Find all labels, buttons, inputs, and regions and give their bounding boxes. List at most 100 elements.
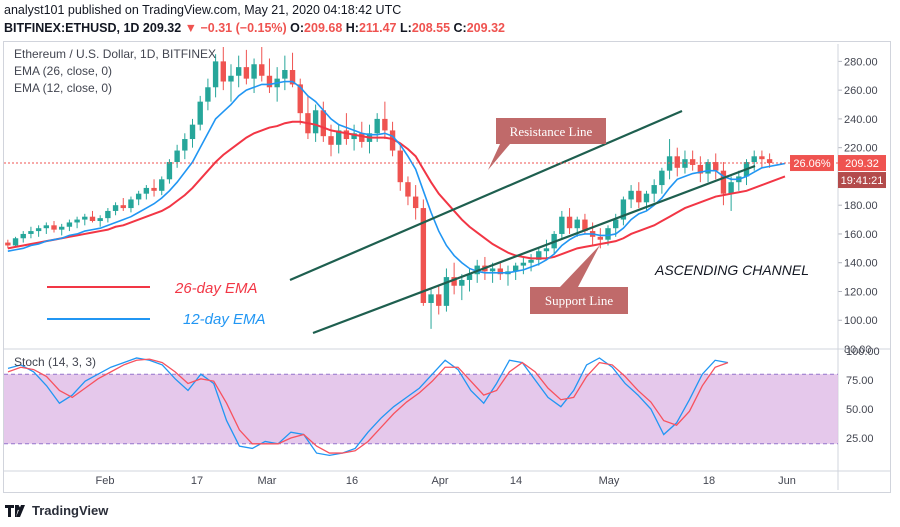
publish-info: analyst101 published on TradingView.com,… xyxy=(4,3,402,17)
candle-body xyxy=(343,130,350,140)
candle-body xyxy=(120,205,126,209)
candle-body xyxy=(443,277,450,306)
candle-body xyxy=(35,228,42,232)
low-label: L: xyxy=(400,21,412,35)
price-axis-tick: 260.00 xyxy=(844,85,878,97)
candle-body xyxy=(20,233,26,239)
candle-body xyxy=(82,216,88,220)
chart-frame xyxy=(3,41,891,493)
time-axis-tick: 18 xyxy=(703,475,715,487)
candle-body xyxy=(105,210,111,219)
last-price: 209.32 xyxy=(142,21,182,35)
candle-body xyxy=(766,159,773,164)
candle-body xyxy=(728,182,734,194)
candle-body xyxy=(151,187,157,191)
time-axis-tick: Apr xyxy=(431,475,448,487)
ema26-key-label: 26-day EMA xyxy=(174,280,258,297)
stoch-d-line xyxy=(7,358,729,454)
candle-body xyxy=(374,118,380,134)
price-axis-tick: 220.00 xyxy=(844,143,878,155)
candle-body xyxy=(112,205,119,211)
candle-body xyxy=(289,70,296,85)
low-value: 208.55 xyxy=(411,21,451,35)
price-axis-tick: 100.00 xyxy=(844,315,878,327)
price-tag-text: 209.32 xyxy=(845,158,879,170)
stoch-legend: Stoch (14, 3, 3) xyxy=(14,355,97,369)
time-axis-tick: May xyxy=(599,475,620,487)
stoch-axis-tick: 25.00 xyxy=(846,433,874,445)
ema12-legend: EMA (12, close, 0) xyxy=(14,81,113,95)
candle-body xyxy=(389,130,396,151)
time-axis-tick: 14 xyxy=(510,475,522,487)
price-axis-tick: 140.00 xyxy=(844,258,878,270)
candle-body xyxy=(135,193,142,200)
candle-body xyxy=(43,225,50,229)
ema26-legend: EMA (26, close, 0) xyxy=(14,64,113,78)
candle-body xyxy=(97,218,103,222)
chart-title: Ethereum / U.S. Dollar, 1D, BITFINEX xyxy=(14,47,217,61)
time-axis-tick: Mar xyxy=(258,475,277,487)
down-arrow-icon: ▼ xyxy=(184,21,198,35)
candle-body xyxy=(220,61,226,82)
candle-body xyxy=(89,216,96,222)
resistance-callout xyxy=(488,118,606,170)
candle-body xyxy=(713,162,719,171)
high-label: H: xyxy=(345,21,359,35)
price-axis-tick: 180.00 xyxy=(844,200,878,212)
candle-body xyxy=(705,162,711,174)
percent-tag-text: 26.06% xyxy=(793,158,831,170)
symbol-ohlc-line: BITFINEX:ETHUSD, 1D 209.32 ▼ −0.31 (−0.1… xyxy=(4,21,505,35)
candle-body xyxy=(720,170,727,194)
candle-body xyxy=(405,182,411,197)
price-axis-tick: 160.00 xyxy=(844,229,878,241)
candle-body xyxy=(397,150,403,183)
support-line xyxy=(312,164,756,335)
publish-header: analyst101 published on TradingView.com,… xyxy=(0,0,900,40)
candle-body xyxy=(566,216,573,229)
candle-body xyxy=(528,259,534,263)
channel-label: ASCENDING CHANNEL xyxy=(654,262,809,278)
candle-body xyxy=(228,75,234,82)
stoch-axis-tick: 75.00 xyxy=(846,375,874,387)
time-axis-tick: 16 xyxy=(346,475,358,487)
ema12-line xyxy=(7,80,786,274)
resistance-line xyxy=(289,109,683,282)
open-value: 209.68 xyxy=(304,21,343,35)
candle-body xyxy=(659,170,665,186)
candle-body xyxy=(428,294,434,303)
candle-body xyxy=(28,231,34,234)
candle-body xyxy=(166,162,173,180)
candle-body xyxy=(197,101,203,125)
candle-body xyxy=(628,190,634,200)
candle-body xyxy=(235,67,242,76)
stoch-axis-tick: 100.00 xyxy=(846,346,880,358)
high-value: 211.47 xyxy=(358,21,397,35)
candle-body xyxy=(420,208,427,303)
candle-body xyxy=(328,136,334,145)
candle-body xyxy=(266,75,273,88)
candle-body xyxy=(359,133,365,142)
tradingview-brand[interactable]: TradingView xyxy=(32,503,109,518)
candle-body xyxy=(51,225,57,230)
open-label: O: xyxy=(290,21,305,35)
candle-body xyxy=(489,268,496,272)
candle-body xyxy=(559,216,565,234)
candle-body xyxy=(243,67,250,79)
candle-body xyxy=(543,248,550,252)
candle-body xyxy=(259,64,265,76)
candle-body xyxy=(436,294,442,306)
candle-body xyxy=(189,124,196,140)
candle-body xyxy=(620,199,627,220)
candle-body xyxy=(128,199,134,209)
percent-tag xyxy=(790,155,834,172)
candle-body xyxy=(574,219,580,229)
candle-body xyxy=(582,219,588,232)
candle-body xyxy=(59,226,65,230)
candle-body xyxy=(143,187,150,194)
resistance-callout-text: Resistance Line xyxy=(510,124,593,139)
candle-body xyxy=(597,236,604,240)
candle-body xyxy=(182,139,188,151)
candle-body xyxy=(751,156,757,163)
candle-body xyxy=(759,156,765,160)
